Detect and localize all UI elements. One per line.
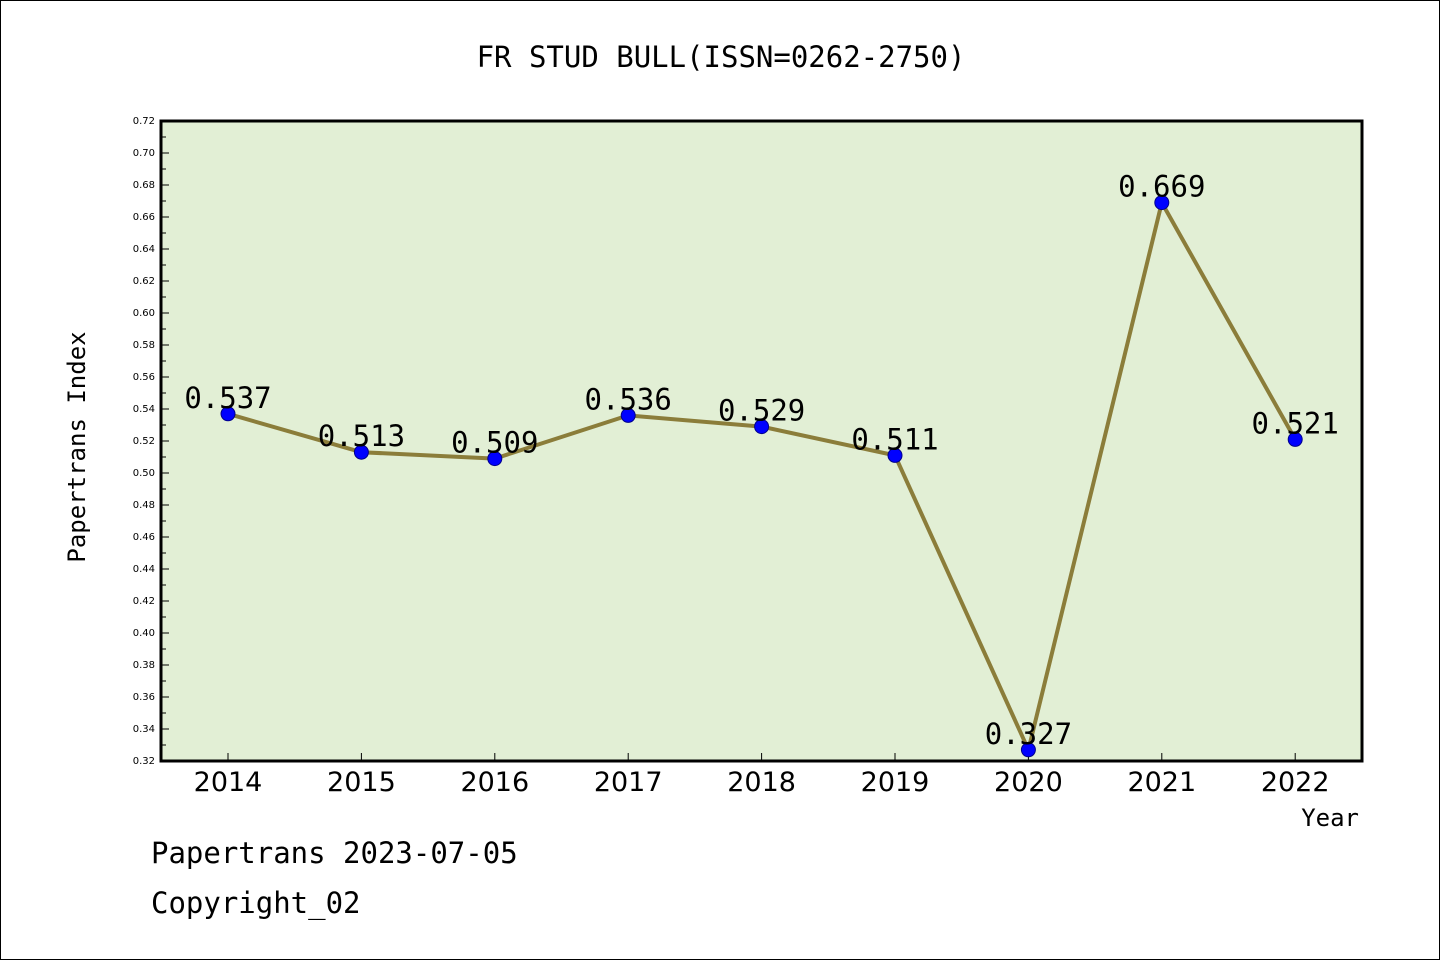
data-label: 0.529	[718, 394, 805, 428]
y-tick-label: 0.32	[133, 756, 155, 767]
x-tick-label: 2017	[594, 767, 663, 798]
plot-border	[159, 119, 1364, 763]
data-point	[887, 447, 903, 463]
data-labels-group: 0.537 0.513 0.509 0.536 0.529 0.511 0.327 0.669…	[184, 170, 1339, 751]
data-label: 0.536	[585, 382, 672, 416]
data-label: 0.509	[451, 426, 538, 460]
data-point	[620, 407, 636, 423]
footer-copyright: Copyright_02	[151, 886, 361, 920]
data-label: 0.327	[985, 717, 1072, 751]
y-tick-label: 0.38	[133, 660, 155, 671]
data-label: 0.521	[1252, 406, 1339, 440]
footer-date: Papertrans 2023-07-05	[151, 836, 518, 870]
markers-group	[220, 195, 1303, 758]
x-axis: 2014 2015 2016 2017 2018 2019 2020 2021 2022	[194, 753, 1330, 798]
data-point	[754, 419, 770, 435]
data-label: 0.513	[318, 419, 405, 453]
y-tick-label: 0.36	[133, 692, 155, 703]
x-tick-label: 2018	[727, 767, 796, 798]
data-point	[487, 451, 503, 467]
y-tick-label: 0.70	[133, 148, 155, 159]
y-tick-label: 0.44	[133, 564, 155, 575]
y-tick-label: 0.68	[133, 180, 155, 191]
y-tick-label: 0.46	[133, 532, 155, 543]
x-tick-label: 2020	[994, 767, 1063, 798]
x-tick-label: 2016	[460, 767, 529, 798]
x-tick-label: 2021	[1127, 767, 1196, 798]
y-tick-label: 0.42	[133, 596, 155, 607]
y-tick-label: 0.50	[133, 468, 155, 479]
y-axis-label: Papertrans Index	[63, 331, 91, 562]
y-tick-label: 0.40	[133, 628, 155, 639]
x-tick-label: 2019	[861, 767, 930, 798]
x-axis-label: Year	[1301, 804, 1359, 832]
y-tick-label: 0.56	[133, 372, 155, 383]
data-point	[220, 406, 236, 422]
y-tick-label: 0.66	[133, 212, 155, 223]
y-tick-label: 0.64	[133, 244, 155, 255]
y-tick-label: 0.48	[133, 500, 155, 511]
data-label: 0.669	[1118, 170, 1205, 204]
y-tick-label: 0.60	[133, 308, 155, 319]
data-point	[1287, 431, 1303, 447]
y-tick-label: 0.34	[133, 724, 155, 735]
x-tick-label: 2014	[194, 767, 263, 798]
y-tick-label: 0.62	[133, 276, 155, 287]
y-tick-label: 0.52	[133, 436, 155, 447]
chart-title: FR STUD BULL(ISSN=0262-2750)	[477, 40, 966, 74]
plot-area	[161, 121, 1362, 761]
y-tick-label: 0.72	[133, 116, 155, 127]
data-point	[1154, 195, 1170, 211]
y-tick-label: 0.54	[133, 404, 155, 415]
data-label: 0.537	[184, 381, 271, 415]
data-point	[353, 444, 369, 460]
data-point	[1020, 742, 1036, 758]
x-tick-label: 2015	[327, 767, 396, 798]
y-tick-label: 0.58	[133, 340, 155, 351]
data-label: 0.511	[851, 422, 938, 456]
x-tick-label: 2022	[1261, 767, 1330, 798]
